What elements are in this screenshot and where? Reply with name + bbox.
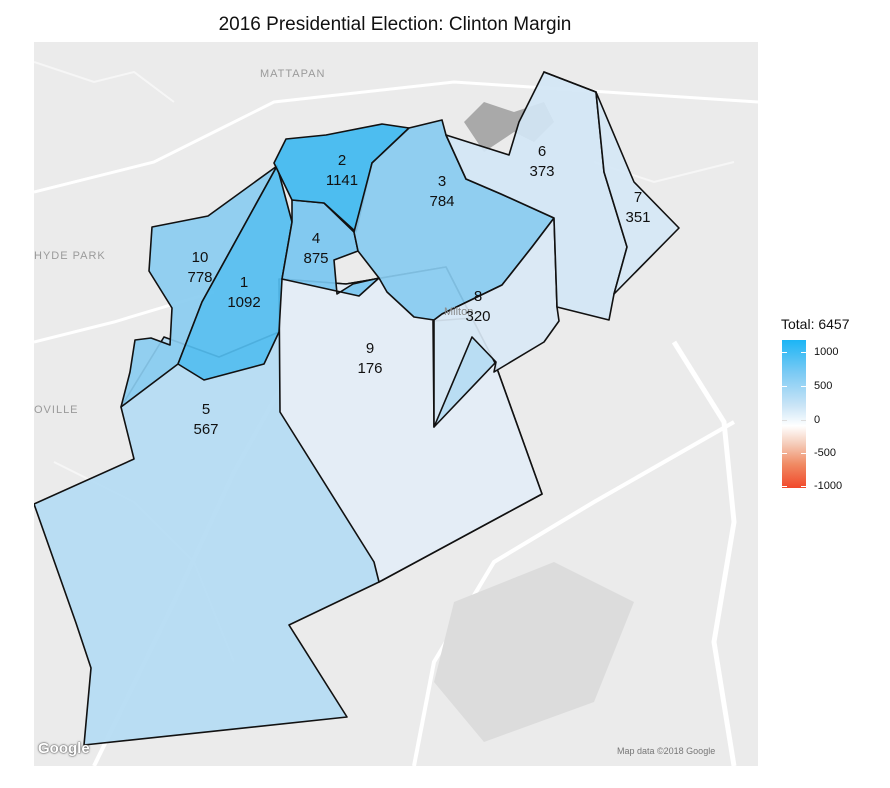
- precinct-id: 2: [337, 152, 347, 169]
- legend-tick: 500: [781, 380, 886, 394]
- precinct-polygons: [34, 71, 680, 746]
- precinct-id: 4: [311, 230, 321, 247]
- chart-title: 2016 Presidential Election: Clinton Marg…: [218, 14, 572, 35]
- legend-tick: -500: [781, 447, 886, 461]
- precinct-margin: 784: [429, 193, 455, 210]
- precinct-label-10: 10 778: [170, 248, 230, 288]
- precinct-id: 7: [633, 189, 643, 206]
- basemap-park: [434, 562, 634, 742]
- precinct-id: 9: [365, 340, 375, 357]
- basemap-road: [34, 61, 175, 103]
- place-label-milton: Milton: [444, 306, 474, 318]
- precinct-label-5: 5 567: [176, 400, 236, 440]
- place-label-oville: OVILLE: [34, 404, 79, 416]
- precinct-id: 3: [437, 173, 447, 190]
- precinct-label-4: 4 875: [286, 229, 346, 269]
- precinct-id: 10: [191, 249, 209, 266]
- precinct-margin: 176: [357, 360, 383, 377]
- precinct-label-8: 8 320: [448, 287, 508, 327]
- legend-tick: -1000: [781, 480, 886, 494]
- precinct-id: 8: [473, 288, 483, 305]
- precinct-margin: 567: [193, 421, 219, 438]
- precinct-margin: 351: [625, 209, 651, 226]
- map-panel[interactable]: MATTAPAN HYDE PARK OVILLE Milton 1 1092 2…: [34, 42, 758, 766]
- legend-tick-label: 500: [814, 380, 833, 392]
- precinct-margin: 1092: [227, 294, 261, 311]
- precinct-margin: 320: [465, 308, 491, 325]
- precinct-label-2: 2 1141: [312, 151, 372, 191]
- basemap-highway: [412, 420, 735, 766]
- precinct-id: 5: [201, 401, 211, 418]
- legend-tick-label: -1000: [814, 480, 843, 492]
- legend-title: Total: 6457: [781, 316, 850, 332]
- precinct-margin: 778: [187, 269, 213, 286]
- basemap-highway: [671, 340, 737, 766]
- legend-tick: 0: [781, 414, 886, 428]
- place-label-mattapan: MATTAPAN: [260, 68, 326, 80]
- precinct-margin: 1141: [325, 172, 359, 189]
- precinct-label-7: 7 351: [608, 188, 668, 228]
- map-copyright: Map data ©2018 Google: [617, 746, 716, 756]
- precinct-4-polygon[interactable]: [281, 199, 380, 297]
- legend-colorbar: [782, 340, 806, 488]
- legend: Total: 6457 1000 500 0 -500 -1000: [781, 316, 886, 492]
- legend-tick: 1000: [781, 346, 886, 360]
- precinct-7-polygon[interactable]: [543, 71, 680, 295]
- precinct-margin: 875: [303, 250, 329, 267]
- precinct-label-6: 6 373: [512, 142, 572, 182]
- precinct-margin: 373: [529, 163, 555, 180]
- precinct-label-9: 9 176: [340, 339, 400, 379]
- precinct-8-polygon[interactable]: [433, 217, 560, 428]
- precinct-label-1: 1 1092: [214, 273, 274, 313]
- map-svg: [34, 42, 758, 766]
- precinct-label-3: 3 784: [412, 172, 472, 212]
- legend-tick-label: 0: [814, 414, 821, 426]
- legend-tick-label: -500: [814, 447, 837, 459]
- legend-tick-label: 1000: [814, 346, 839, 358]
- google-logo[interactable]: Google: [38, 740, 90, 757]
- place-label-hyde-park: HYDE PARK: [34, 250, 106, 262]
- precinct-id: 1: [239, 274, 249, 291]
- precinct-id: 6: [537, 143, 547, 160]
